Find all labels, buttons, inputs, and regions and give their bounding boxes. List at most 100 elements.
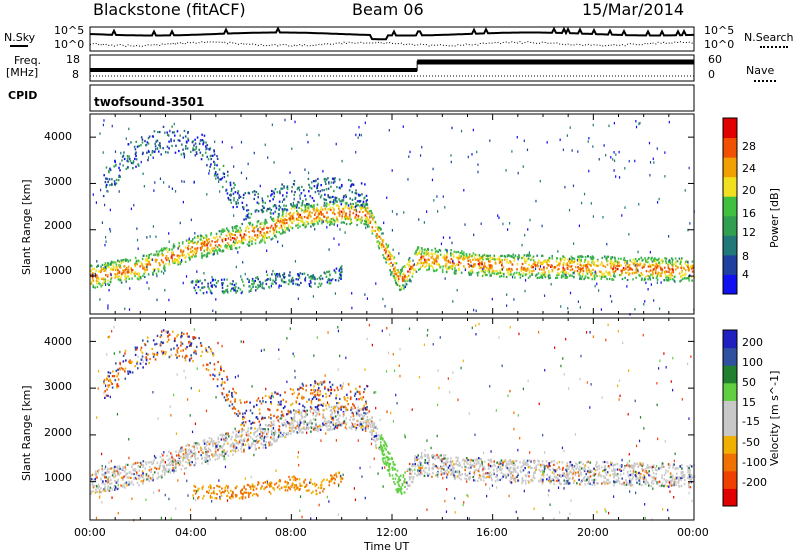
power-cell xyxy=(299,213,302,217)
power-cell xyxy=(99,188,102,192)
power-cell xyxy=(152,225,155,228)
power-cell xyxy=(230,194,232,197)
power-cell xyxy=(510,261,512,264)
power-cell xyxy=(306,133,308,137)
power-cell xyxy=(397,283,399,286)
power-cell xyxy=(318,210,320,213)
power-cell xyxy=(105,274,107,277)
power-cell xyxy=(524,289,526,293)
velocity-cell xyxy=(473,461,476,465)
power-cell xyxy=(281,232,284,235)
velocity-cell xyxy=(406,468,409,471)
velocity-cell xyxy=(293,412,296,416)
power-cell xyxy=(372,229,375,233)
velocity-cell xyxy=(416,458,419,461)
power-cell xyxy=(321,220,324,224)
velocity-cell xyxy=(596,468,599,471)
velocity-cell xyxy=(298,427,301,430)
power-cell xyxy=(117,268,119,272)
power-cell xyxy=(517,273,520,276)
velocity-cell xyxy=(419,473,421,476)
power-cell xyxy=(668,259,670,262)
power-cell xyxy=(130,207,133,211)
power-cell xyxy=(311,219,313,223)
power-cell xyxy=(553,265,556,269)
power-cell xyxy=(103,280,106,283)
power-cell xyxy=(420,255,423,258)
power-cell xyxy=(423,248,426,252)
velocity-cell xyxy=(164,469,166,472)
power-cell xyxy=(512,256,515,259)
power-cell xyxy=(204,244,206,247)
power-cell xyxy=(107,262,109,265)
power-cell xyxy=(227,230,230,233)
power-cell xyxy=(251,279,254,282)
power-cell xyxy=(403,211,405,214)
power-cell xyxy=(561,258,564,261)
velocity-cell xyxy=(582,478,584,482)
power-cell xyxy=(161,249,164,252)
velocity-cell xyxy=(687,477,689,480)
power-cell xyxy=(330,279,333,282)
power-cell xyxy=(450,257,453,261)
power-cell xyxy=(211,154,214,157)
power-cell xyxy=(523,257,526,260)
velocity-cell xyxy=(152,477,154,480)
power-cell xyxy=(108,178,111,181)
velocity-cell xyxy=(342,413,345,416)
velocity-cell xyxy=(180,450,182,453)
power-cell xyxy=(285,221,288,225)
power-cell xyxy=(235,228,238,231)
power-cell xyxy=(354,216,356,219)
power-cell xyxy=(426,250,428,253)
velocity-cell xyxy=(654,479,657,482)
velocity-cell xyxy=(223,438,225,441)
power-cell xyxy=(214,171,217,174)
power-cell xyxy=(349,185,352,188)
power-cell xyxy=(559,257,562,260)
power-cell xyxy=(409,268,411,271)
power-cell xyxy=(463,253,465,257)
power-cell xyxy=(482,270,485,273)
power-cell xyxy=(341,270,343,273)
power-cell xyxy=(388,258,391,261)
power-cell xyxy=(103,119,105,122)
power-cell xyxy=(648,275,651,278)
velocity-cell xyxy=(333,410,336,413)
power-cell xyxy=(530,266,533,269)
power-cell xyxy=(98,270,101,273)
power-cell xyxy=(423,221,425,224)
power-cell xyxy=(507,228,509,231)
velocity-cell xyxy=(404,471,406,474)
power-cell xyxy=(295,209,298,212)
power-cell xyxy=(592,268,594,271)
velocity-cell xyxy=(168,450,170,453)
power-cell xyxy=(260,208,263,212)
power-cell xyxy=(163,181,165,184)
power-cell xyxy=(621,277,624,281)
power-cell xyxy=(473,263,475,266)
power-cell xyxy=(327,177,329,180)
velocity-cell xyxy=(243,429,245,432)
power-cell xyxy=(236,205,238,208)
power-cell xyxy=(613,121,615,125)
power-cell xyxy=(513,272,516,275)
power-cell xyxy=(154,269,156,272)
power-cell xyxy=(195,242,198,245)
power-cell xyxy=(236,236,239,239)
velocity-cell xyxy=(620,464,623,467)
power-cell xyxy=(596,275,598,278)
power-cell xyxy=(333,208,335,211)
power-cell xyxy=(105,183,108,186)
power-cell xyxy=(638,263,641,266)
velocity-cell xyxy=(305,412,307,415)
power-cell xyxy=(656,265,659,268)
velocity-cell xyxy=(372,429,375,433)
power-cell xyxy=(661,260,664,263)
power-cell xyxy=(643,279,646,282)
power-cell xyxy=(387,258,390,261)
power-cell xyxy=(241,222,244,226)
power-cell xyxy=(521,274,524,278)
power-cell xyxy=(571,258,573,261)
power-cell xyxy=(533,261,536,264)
